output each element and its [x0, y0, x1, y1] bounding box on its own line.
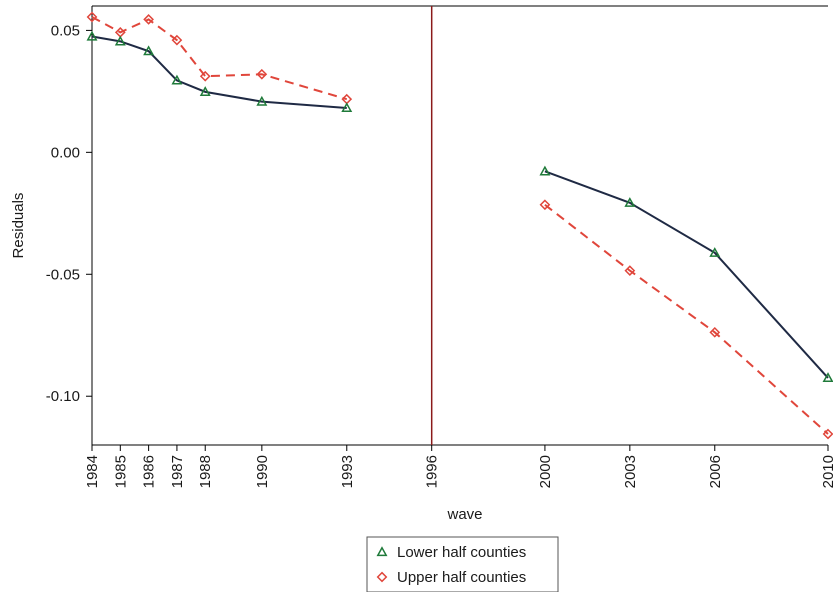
data-point — [624, 265, 636, 276]
y-tick-label: 0.05 — [51, 22, 80, 39]
x-tick-label: 2010 — [820, 455, 833, 488]
x-tick-label: 1986 — [141, 455, 158, 488]
legend-label: Lower half counties — [397, 544, 526, 561]
x-tick-label: 1996 — [424, 455, 441, 488]
series-line — [544, 203, 829, 435]
x-tick-label: 1984 — [84, 455, 101, 488]
y-tick-label: -0.05 — [46, 266, 80, 283]
data-point — [376, 546, 388, 557]
x-tick-label: 2000 — [537, 455, 554, 488]
legend-label: Upper half counties — [397, 569, 526, 586]
data-point — [822, 372, 833, 383]
x-axis: 1984 1985 1986 1987 1988 1990 1993 1996 2000 2003… — [84, 445, 833, 488]
data-point — [86, 30, 98, 41]
data-point — [199, 70, 211, 82]
data-point — [199, 86, 211, 96]
series-upper-half-counties — [86, 11, 833, 440]
legend: Lower half counties Upper half counties — [366, 536, 559, 592]
data-point — [341, 102, 353, 113]
x-tick-label: 1988 — [197, 455, 214, 488]
x-axis-title: wave — [446, 506, 482, 523]
data-point — [86, 11, 98, 23]
data-point — [143, 45, 155, 56]
data-point — [171, 74, 183, 85]
series-line — [544, 170, 829, 379]
y-axis: 0.05 0.00 -0.05 -0.10 — [46, 22, 92, 405]
series-lower-half-counties — [86, 30, 833, 383]
x-tick-label: 1990 — [254, 455, 271, 488]
data-point — [143, 14, 154, 25]
series-line — [91, 16, 348, 101]
x-tick-label: 2006 — [707, 455, 724, 488]
data-point — [114, 35, 126, 46]
x-tick-label: 1987 — [169, 455, 186, 488]
data-point — [171, 34, 183, 46]
y-tick-label: 0.00 — [51, 144, 80, 161]
data-point — [256, 95, 268, 106]
data-point — [376, 571, 388, 583]
data-point — [256, 68, 268, 80]
y-tick-label: -0.10 — [46, 388, 80, 405]
y-axis-title: Residuals — [10, 193, 27, 259]
data-point — [709, 247, 721, 257]
data-point — [709, 326, 721, 338]
x-tick-label: 2003 — [622, 455, 639, 488]
series-line — [91, 35, 347, 109]
data-point — [539, 199, 551, 211]
data-point — [539, 165, 551, 176]
data-point — [624, 197, 636, 207]
x-tick-label: 1993 — [339, 455, 356, 488]
x-tick-label: 1985 — [112, 455, 129, 488]
data-point — [822, 428, 833, 440]
